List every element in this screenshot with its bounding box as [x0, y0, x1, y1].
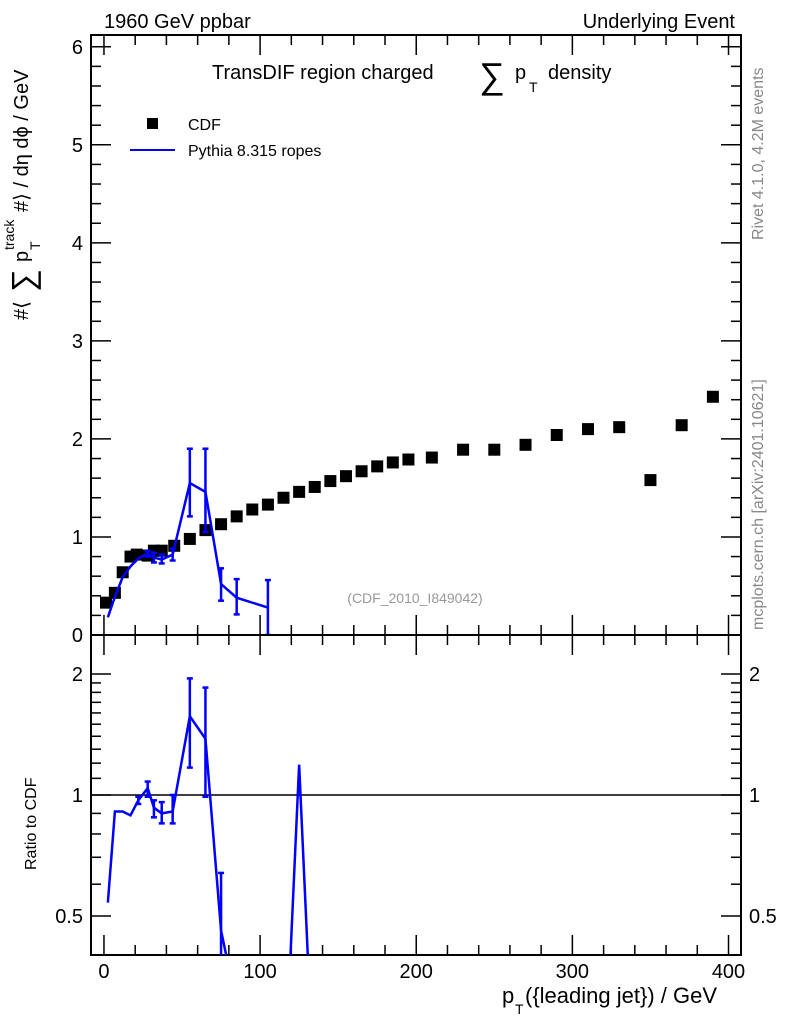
svg-text:({leading jet}) / GeV: ({leading jet}) / GeV [525, 983, 717, 1008]
y-axis-label: #⟨ ∑ p track T #⟩ / dη dϕ / GeV [1, 69, 43, 320]
svg-text:p: p [11, 251, 33, 262]
cdf-point [293, 485, 306, 498]
cdf-point [675, 419, 688, 432]
svg-text:p: p [502, 983, 514, 1008]
legend-label-pythia: Pythia 8.315 ropes [188, 143, 321, 160]
y-tick-label: 6 [72, 37, 83, 59]
cdf-point [324, 475, 337, 488]
cdf-point [246, 503, 259, 516]
legend-marker-cdf [147, 118, 158, 129]
cdf-point [581, 423, 594, 436]
cdf-point [644, 474, 657, 487]
ratio-panel: 0 100 200 300 400 0.5 0.5 1 1 2 2 [55, 634, 777, 983]
ratio-tick-label: 2 [749, 664, 760, 686]
ratio-tick-label: 1 [749, 785, 760, 807]
cdf-point [706, 390, 719, 403]
series-group [99, 390, 719, 635]
ratio-y-label: Ratio to CDF [23, 777, 40, 870]
cdf-point [308, 480, 321, 493]
cdf-point [99, 596, 112, 609]
cdf-point [371, 460, 384, 473]
cdf-point [355, 465, 368, 478]
x-tick-label: 200 [400, 961, 433, 983]
cdf-point [183, 532, 196, 545]
legend-label-cdf: CDF [188, 117, 221, 134]
ratio-tick-label: 1 [72, 785, 83, 807]
cdf-point [116, 566, 129, 579]
cdf-point [457, 443, 470, 456]
ratio-tick-label: 2 [72, 664, 83, 686]
cdf-point [339, 470, 352, 483]
ratio-tick-label: 0.5 [749, 906, 777, 928]
y-tick-label: 4 [72, 233, 83, 255]
x-axis-label: p T ({leading jet}) / GeV [502, 983, 717, 1017]
svg-text:T: T [529, 79, 538, 95]
main-panel: 0 1 2 3 4 5 6 [72, 34, 742, 647]
cdf-point [519, 438, 532, 451]
cdf-point [550, 429, 563, 441]
cdf-point [230, 510, 243, 523]
cdf-point [261, 498, 274, 511]
svg-text:TransDIF region charged: TransDIF region charged [212, 62, 434, 84]
x-tick-label: 300 [556, 961, 589, 983]
svg-text:∑: ∑ [479, 55, 505, 96]
chart-title: TransDIF region charged ∑ p T density [212, 55, 611, 96]
cdf-point [488, 443, 501, 456]
y-tick-label: 0 [72, 625, 83, 647]
header-right: Underlying Event [583, 11, 736, 33]
y-tick-label: 5 [72, 135, 83, 157]
svg-text:p: p [515, 62, 526, 84]
cdf-point [425, 451, 438, 464]
y-tick-label: 2 [72, 429, 83, 451]
y-tick-label: 3 [72, 331, 83, 353]
cdf-point [277, 491, 290, 504]
rivet-label: Rivet 4.1.0, 4.2M events [750, 67, 767, 240]
ratio-tick-label: 0.5 [55, 906, 83, 928]
y-tick-label: 1 [72, 527, 83, 549]
svg-text:∑: ∑ [5, 269, 41, 292]
x-tick-label: 400 [712, 961, 745, 983]
mcplots-label: mcplots.cern.ch [arXiv:2401.10621] [750, 379, 767, 630]
cdf-point [613, 421, 626, 434]
svg-text:track: track [1, 219, 17, 250]
cdf-point [386, 456, 399, 469]
svg-text:#⟩ / dη dϕ / GeV: #⟩ / dη dϕ / GeV [11, 69, 33, 212]
legend: CDF Pythia 8.315 ropes [130, 117, 321, 160]
svg-text:T: T [515, 1001, 524, 1017]
ratio-line [106, 713, 310, 955]
watermark: (CDF_2010_I849042) [347, 590, 482, 606]
svg-text:density: density [548, 62, 611, 84]
x-tick-label: 0 [98, 961, 109, 983]
header-left: 1960 GeV ppbar [104, 11, 251, 33]
svg-text:#⟨: #⟨ [11, 301, 33, 320]
ratio-group [106, 677, 310, 955]
cdf-point [215, 518, 228, 531]
x-tick-label: 100 [243, 961, 276, 983]
cdf-point [402, 453, 415, 466]
svg-text:T: T [27, 241, 43, 250]
